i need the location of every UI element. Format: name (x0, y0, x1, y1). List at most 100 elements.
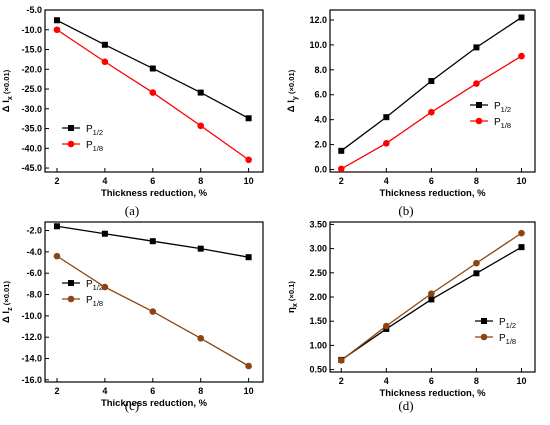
legend-label: P1/2 (86, 279, 103, 292)
legend-label: P1/8 (499, 333, 516, 346)
y-tick-label: -35.0 (21, 124, 42, 134)
data-point (473, 270, 480, 277)
x-axis-label: Thickness reduction, % (379, 388, 486, 399)
y-tick-label: -16.0 (21, 375, 42, 385)
data-point (518, 52, 525, 60)
x-axis-label: Thickness reduction, % (379, 188, 486, 199)
y-tick-label: 1.50 (309, 316, 327, 326)
y-tick-label: 0.0 (314, 165, 327, 175)
legend-marker (67, 140, 75, 148)
caption-a: (a) (124, 203, 140, 218)
data-point (197, 89, 204, 96)
data-point (53, 252, 61, 260)
data-point (197, 334, 205, 342)
caption-b: (b) (398, 203, 414, 218)
y-tick-label: -8.0 (26, 290, 42, 300)
y-tick-label: -2.0 (26, 226, 42, 236)
data-point (428, 78, 435, 85)
panel-d: 2 4 6 8 10 Thickness reduction, % 0.50 1.00 1.50… (286, 219, 536, 399)
data-point (245, 156, 252, 164)
y-tick-label: -14.0 (21, 354, 42, 364)
x-tick-label: 2 (54, 176, 59, 186)
legend-label: P1/8 (86, 295, 103, 308)
series-line-1-2 (340, 246, 522, 361)
y-tick-label: -15.0 (21, 45, 42, 55)
y-tick-label: -6.0 (26, 268, 42, 278)
data-point (149, 308, 157, 315)
legend-marker (481, 318, 487, 324)
x-tick-label: 6 (429, 376, 434, 386)
data-point (53, 26, 61, 34)
x-tick-label: 6 (150, 386, 155, 396)
data-point (518, 14, 525, 21)
y-tick-label: -30.0 (21, 104, 42, 114)
legend-marker (476, 102, 482, 108)
y-tick-label: -10.0 (21, 311, 42, 321)
y-tick-label: 10.0 (309, 40, 327, 50)
legend-marker (67, 295, 75, 303)
data-point (518, 229, 525, 237)
y-tick-label: 3.00 (309, 244, 327, 254)
panel-c: 2 4 6 8 10 Thickness reduction, % -2.0 -4.0 -6.0… (1, 221, 264, 409)
y-tick-label: -20.0 (21, 64, 42, 74)
data-point (149, 238, 156, 245)
x-tick-label: 4 (384, 376, 389, 386)
plot-frame (44, 9, 264, 173)
y-tick-label: 4.0 (314, 115, 327, 125)
caption-d: (d) (398, 398, 414, 413)
legend-label: P1/8 (494, 117, 511, 130)
data-point (101, 58, 109, 66)
y-tick-label: -12.0 (21, 332, 42, 342)
legend-label: P1/8 (86, 140, 103, 153)
x-tick-label: 6 (150, 176, 155, 186)
data-point (428, 290, 435, 297)
data-point (101, 230, 108, 237)
y-tick-label: 8.0 (314, 65, 327, 75)
y-tick-label: -5.0 (26, 5, 42, 15)
y-tick-label: 3.50 (309, 219, 327, 229)
legend-label: P1/2 (86, 124, 103, 137)
x-tick-label: 10 (244, 386, 254, 396)
data-point (428, 108, 435, 116)
data-point (101, 41, 108, 48)
legend-label: P1/2 (494, 101, 511, 114)
y-tick-label: 2.50 (309, 268, 327, 278)
panel-a: 2 4 6 8 10 Thickness reduction, % -5.0 -10.0 -15… (1, 5, 264, 199)
y-axis-label: Δ ly (×0.01) (286, 69, 299, 112)
y-tick-label: -10.0 (21, 25, 42, 35)
legend-marker (68, 125, 74, 131)
x-tick-label: 10 (516, 176, 526, 186)
y-tick-label: -4.0 (26, 247, 42, 257)
legend-marker (68, 280, 74, 286)
legend-marker (475, 117, 483, 125)
y-tick-label: 6.0 (314, 90, 327, 100)
data-point (149, 65, 156, 72)
data-point (53, 223, 60, 230)
plot-frame (329, 9, 536, 173)
series-line-1-2 (340, 16, 522, 152)
x-tick-label: 6 (429, 176, 434, 186)
x-axis-label: Thickness reduction, % (101, 188, 208, 199)
y-tick-label: 12.0 (309, 15, 327, 25)
data-point (245, 254, 252, 261)
data-point (338, 147, 345, 154)
x-tick-label: 2 (339, 176, 344, 186)
data-point (245, 362, 252, 370)
data-point (337, 357, 345, 364)
data-point (337, 165, 345, 173)
x-axis-label: Thickness reduction, % (101, 398, 208, 409)
x-tick-label: 8 (474, 376, 479, 386)
data-point (473, 259, 480, 267)
data-point (197, 122, 205, 130)
y-tick-label: -40.0 (21, 143, 42, 153)
y-tick-label: 2.0 (314, 140, 327, 150)
data-point (245, 115, 252, 122)
y-axis-label: Δ lz (×0.01) (1, 281, 14, 324)
caption-c: (c) (124, 398, 140, 413)
data-point (197, 245, 204, 252)
x-tick-label: 4 (384, 176, 389, 186)
x-tick-label: 2 (339, 376, 344, 386)
x-tick-label: 8 (198, 176, 203, 186)
